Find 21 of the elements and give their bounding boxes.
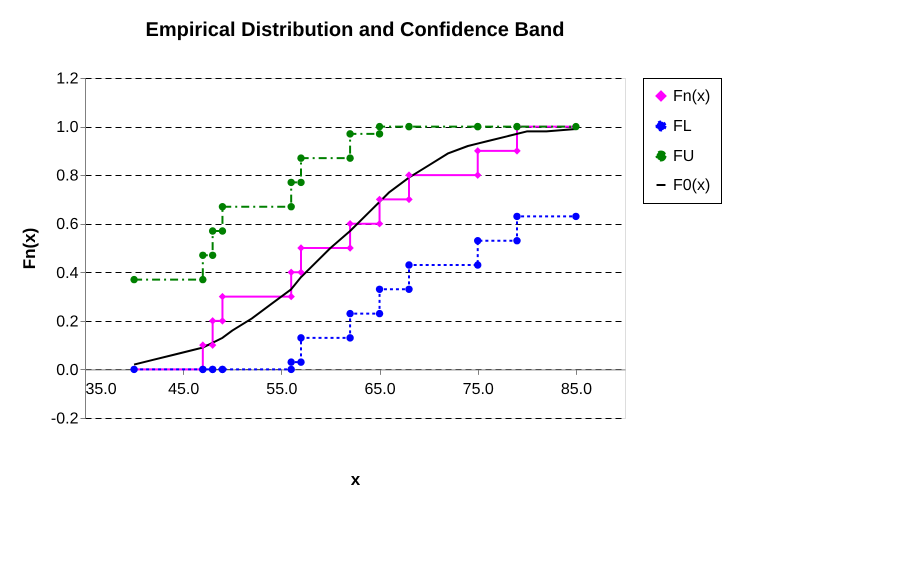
legend-label: FL — [673, 118, 692, 135]
x-tick-label: 55.0 — [266, 380, 298, 398]
y-tick-label: 0.8 — [56, 168, 79, 185]
y-tick-label: 0.0 — [56, 362, 79, 379]
x-tick-label: 85.0 — [560, 380, 592, 398]
x-tick-label: 65.0 — [364, 380, 396, 398]
chart-title: Empirical Distribution and Confidence Band — [146, 19, 564, 41]
legend-label: FU — [673, 148, 694, 165]
legend-label: Fn(x) — [673, 88, 710, 105]
y-tick-label: 0.4 — [56, 264, 79, 282]
y-tick-label: 1.2 — [56, 70, 79, 88]
x-tick-label: 75.0 — [462, 380, 494, 398]
y-tick-label: 0.2 — [56, 313, 79, 330]
y-tick-label: 0.6 — [56, 216, 79, 234]
x-tick-label: 35.0 — [86, 380, 117, 398]
legend-label: F0(x) — [673, 177, 710, 194]
x-axis-title: x — [350, 470, 361, 489]
x-tick-label: 45.0 — [168, 380, 200, 398]
y-axis-title: Fn(x) — [20, 228, 39, 270]
y-tick-label: 1.0 — [56, 119, 79, 136]
y-tick-label: -0.2 — [50, 410, 79, 428]
